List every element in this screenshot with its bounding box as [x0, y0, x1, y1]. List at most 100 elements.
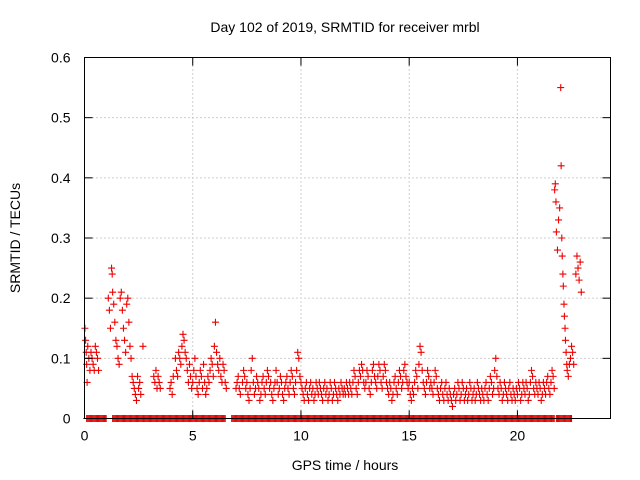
data-point — [189, 378, 197, 386]
data-point — [431, 366, 439, 374]
data-point — [574, 264, 582, 272]
data-point — [175, 348, 183, 356]
data-point — [211, 318, 219, 326]
data-point — [253, 372, 261, 380]
data-point — [388, 396, 396, 404]
data-point — [129, 378, 137, 386]
data-point — [561, 324, 569, 332]
data-point — [442, 378, 450, 386]
data-point — [293, 366, 301, 374]
data-point — [560, 312, 568, 320]
data-point — [381, 366, 389, 374]
data-point — [210, 342, 218, 350]
data-point — [105, 306, 113, 314]
data-point — [524, 396, 532, 404]
data-point — [407, 396, 415, 404]
data-point — [190, 366, 198, 374]
data-point — [421, 390, 429, 398]
data-point — [178, 342, 186, 350]
data-point — [417, 348, 425, 356]
data-point — [168, 390, 176, 398]
data-point — [288, 372, 296, 380]
data-point — [448, 402, 456, 410]
data-point — [115, 360, 123, 368]
data-point — [134, 372, 142, 380]
data-point — [432, 372, 440, 380]
data-point — [241, 372, 249, 380]
data-point — [113, 342, 121, 350]
data-point — [279, 390, 287, 398]
data-point — [353, 390, 361, 398]
data-point — [558, 252, 566, 260]
data-point — [564, 372, 572, 380]
data-point — [244, 390, 252, 398]
data-point — [179, 330, 187, 338]
data-point — [568, 342, 576, 350]
data-point — [172, 366, 180, 374]
data-point — [197, 372, 205, 380]
data-point — [527, 366, 535, 374]
data-point — [268, 390, 276, 398]
data-point — [484, 396, 492, 404]
data-point — [119, 324, 127, 332]
chart-title: Day 102 of 2019, SRMTID for receiver mrb… — [210, 19, 479, 35]
data-point — [82, 336, 90, 344]
data-point — [559, 270, 567, 278]
data-point — [356, 372, 364, 380]
data-point — [553, 246, 561, 254]
data-point — [114, 354, 122, 362]
data-point — [196, 366, 204, 374]
data-point — [566, 354, 574, 362]
data-point — [126, 342, 134, 350]
data-point — [123, 300, 131, 308]
data-point — [551, 180, 559, 188]
data-point — [92, 348, 100, 356]
data-point — [182, 354, 190, 362]
x-axis-label: GPS time / hours — [292, 457, 399, 473]
data-point — [413, 372, 421, 380]
data-point — [207, 354, 215, 362]
data-point — [272, 366, 280, 374]
data-point — [93, 354, 101, 362]
x-tick-label: 0 — [81, 428, 89, 444]
x-tick-label: 20 — [510, 428, 526, 444]
data-point — [116, 294, 124, 302]
data-point — [310, 396, 318, 404]
data-point — [425, 372, 433, 380]
data-point — [136, 378, 144, 386]
data-point — [243, 378, 251, 386]
data-point — [209, 372, 217, 380]
data-point — [280, 396, 288, 404]
data-point — [185, 360, 193, 368]
data-point — [248, 354, 256, 362]
data-point — [194, 390, 202, 398]
data-point — [561, 336, 569, 344]
data-point — [379, 372, 387, 380]
data-point — [181, 348, 189, 356]
data-point — [127, 354, 135, 362]
data-point — [191, 354, 199, 362]
data-point — [486, 372, 494, 380]
data-point — [493, 372, 501, 380]
data-point — [572, 270, 580, 278]
data-point — [570, 360, 578, 368]
data-point — [234, 372, 242, 380]
data-point — [416, 342, 424, 350]
data-point — [551, 186, 559, 194]
data-point — [236, 390, 244, 398]
data-point — [202, 390, 210, 398]
x-tick-label: 10 — [293, 428, 309, 444]
data-point — [108, 264, 116, 272]
data-point — [393, 390, 401, 398]
data-point — [558, 234, 566, 242]
data-point — [562, 348, 570, 356]
data-point — [276, 372, 284, 380]
data-point — [264, 372, 272, 380]
data-point — [289, 384, 297, 392]
data-point — [124, 294, 132, 302]
y-tick-label: 0 — [63, 411, 71, 427]
y-axis-label: SRMTID / TECUs — [7, 183, 23, 293]
data-point — [380, 360, 388, 368]
data-point — [180, 336, 188, 344]
